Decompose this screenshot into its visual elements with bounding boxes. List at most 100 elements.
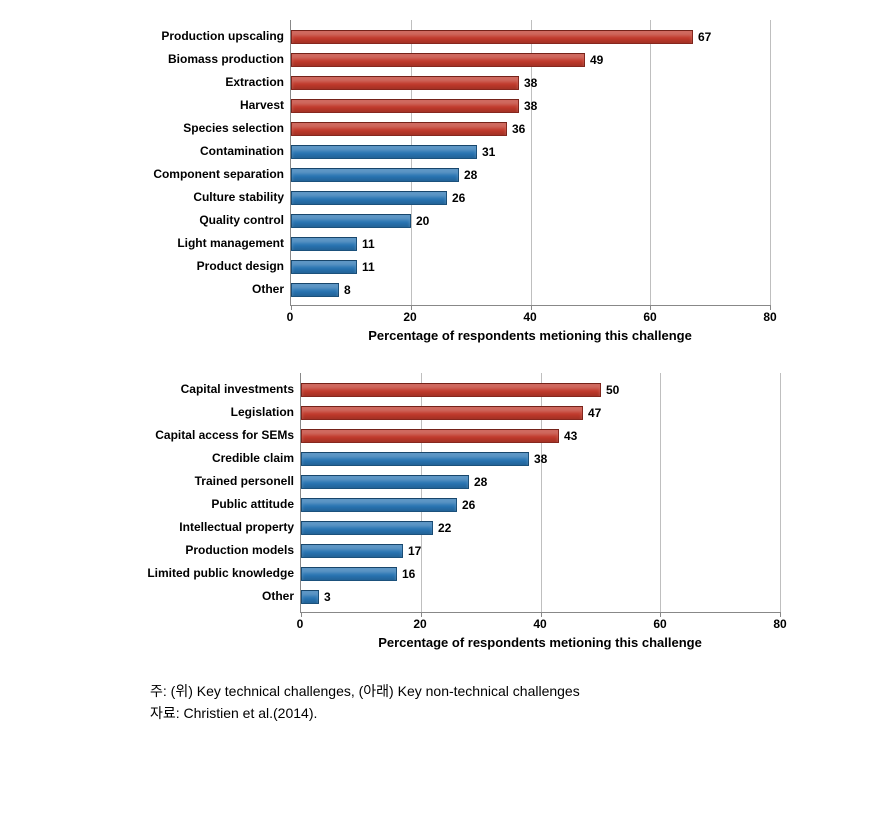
category-label: Trained personell [195,470,294,493]
chart2-x-title: Percentage of respondents metioning this… [300,635,780,650]
bar-value-label: 38 [524,76,537,90]
bar-row: 8 [291,278,770,301]
bar [291,260,357,274]
chart2-plot: 50 47 43 38 28 26 22 17 16 3 [300,373,780,613]
x-tick-label: 40 [523,310,536,324]
bar [291,76,519,90]
bar-row: 38 [291,94,770,117]
x-tick-label: 80 [763,310,776,324]
category-label: Limited public knowledge [147,562,294,585]
bar-value-label: 22 [438,521,451,535]
bar [301,383,601,397]
bar-row: 28 [301,470,780,493]
bar-row: 20 [291,209,770,232]
category-label: Contamination [200,140,284,163]
bar-row: 67 [291,25,770,48]
bar-value-label: 38 [524,99,537,113]
category-label: Production upscaling [161,25,284,48]
bar [291,283,339,297]
bar-value-label: 20 [416,214,429,228]
bar-row: 36 [291,117,770,140]
bar-row: 26 [301,493,780,516]
category-label: Species selection [183,117,284,140]
footnote-caption: 주: (위) Key technical challenges, (아래) Ke… [150,680,849,702]
bar [301,544,403,558]
bar-value-label: 31 [482,145,495,159]
bar-row: 16 [301,562,780,585]
category-label: Intellectual property [179,516,294,539]
bar [291,122,507,136]
bar-value-label: 26 [452,191,465,205]
bar-row: 26 [291,186,770,209]
bar-value-label: 49 [590,53,603,67]
technical-challenges-chart: Production upscalingBiomass productionEx… [40,20,849,343]
footnotes: 주: (위) Key technical challenges, (아래) Ke… [150,680,849,725]
bar-row: 38 [301,447,780,470]
bar [301,406,583,420]
bar-value-label: 11 [362,260,375,274]
bar [291,191,447,205]
chart1-x-title: Percentage of respondents metioning this… [290,328,770,343]
bar-row: 47 [301,401,780,424]
category-label: Legislation [231,401,294,424]
bar [301,498,457,512]
x-tick-label: 40 [533,617,546,631]
bar-value-label: 17 [408,544,421,558]
x-tick-label: 80 [773,617,786,631]
bar-row: 28 [291,163,770,186]
bar-row: 50 [301,378,780,401]
bar-value-label: 8 [344,283,351,297]
category-label: Culture stability [193,186,284,209]
bar-value-label: 3 [324,590,331,604]
bar [291,30,693,44]
bar-value-label: 50 [606,383,619,397]
bar-value-label: 67 [698,30,711,44]
bar-value-label: 26 [462,498,475,512]
category-label: Product design [197,255,284,278]
bar-row: 38 [291,71,770,94]
bar-row: 11 [291,232,770,255]
chart1-plot: 67 49 38 38 36 31 28 26 20 11 11 8 [290,20,770,306]
category-label: Harvest [240,94,284,117]
bar-row: 3 [301,585,780,608]
bar [301,452,529,466]
chart1-x-axis: 020406080 [290,308,770,326]
bar [291,53,585,67]
bar-row: 17 [301,539,780,562]
bar-value-label: 38 [534,452,547,466]
nontechnical-challenges-chart: Capital investmentsLegislationCapital ac… [40,373,849,650]
bar [301,590,319,604]
bar-value-label: 28 [474,475,487,489]
bar-row: 11 [291,255,770,278]
category-label: Capital investments [181,378,294,401]
category-label: Production models [185,539,294,562]
category-label: Quality control [199,209,284,232]
category-label: Capital access for SEMs [155,424,294,447]
x-tick-label: 60 [653,617,666,631]
bar-row: 49 [291,48,770,71]
bar [291,99,519,113]
x-tick-label: 60 [643,310,656,324]
bar-value-label: 47 [588,406,601,420]
category-label: Light management [177,232,284,255]
category-label: Credible claim [212,447,294,470]
footnote-source: 자료: Christien et al.(2014). [150,702,849,724]
bar [301,567,397,581]
category-label: Biomass production [168,48,284,71]
bar-value-label: 11 [362,237,375,251]
bar-row: 31 [291,140,770,163]
category-label: Other [252,278,284,301]
bar [301,475,469,489]
bar-value-label: 43 [564,429,577,443]
bar [291,145,477,159]
category-label: Component separation [153,163,284,186]
chart1-y-labels: Production upscalingBiomass productionEx… [100,20,290,306]
x-tick-label: 0 [297,617,304,631]
x-tick-label: 20 [413,617,426,631]
category-label: Public attitude [211,493,294,516]
chart2-x-axis: 020406080 [300,615,780,633]
bar-value-label: 28 [464,168,477,182]
category-label: Extraction [225,71,284,94]
bar-value-label: 36 [512,122,525,136]
category-label: Other [262,585,294,608]
